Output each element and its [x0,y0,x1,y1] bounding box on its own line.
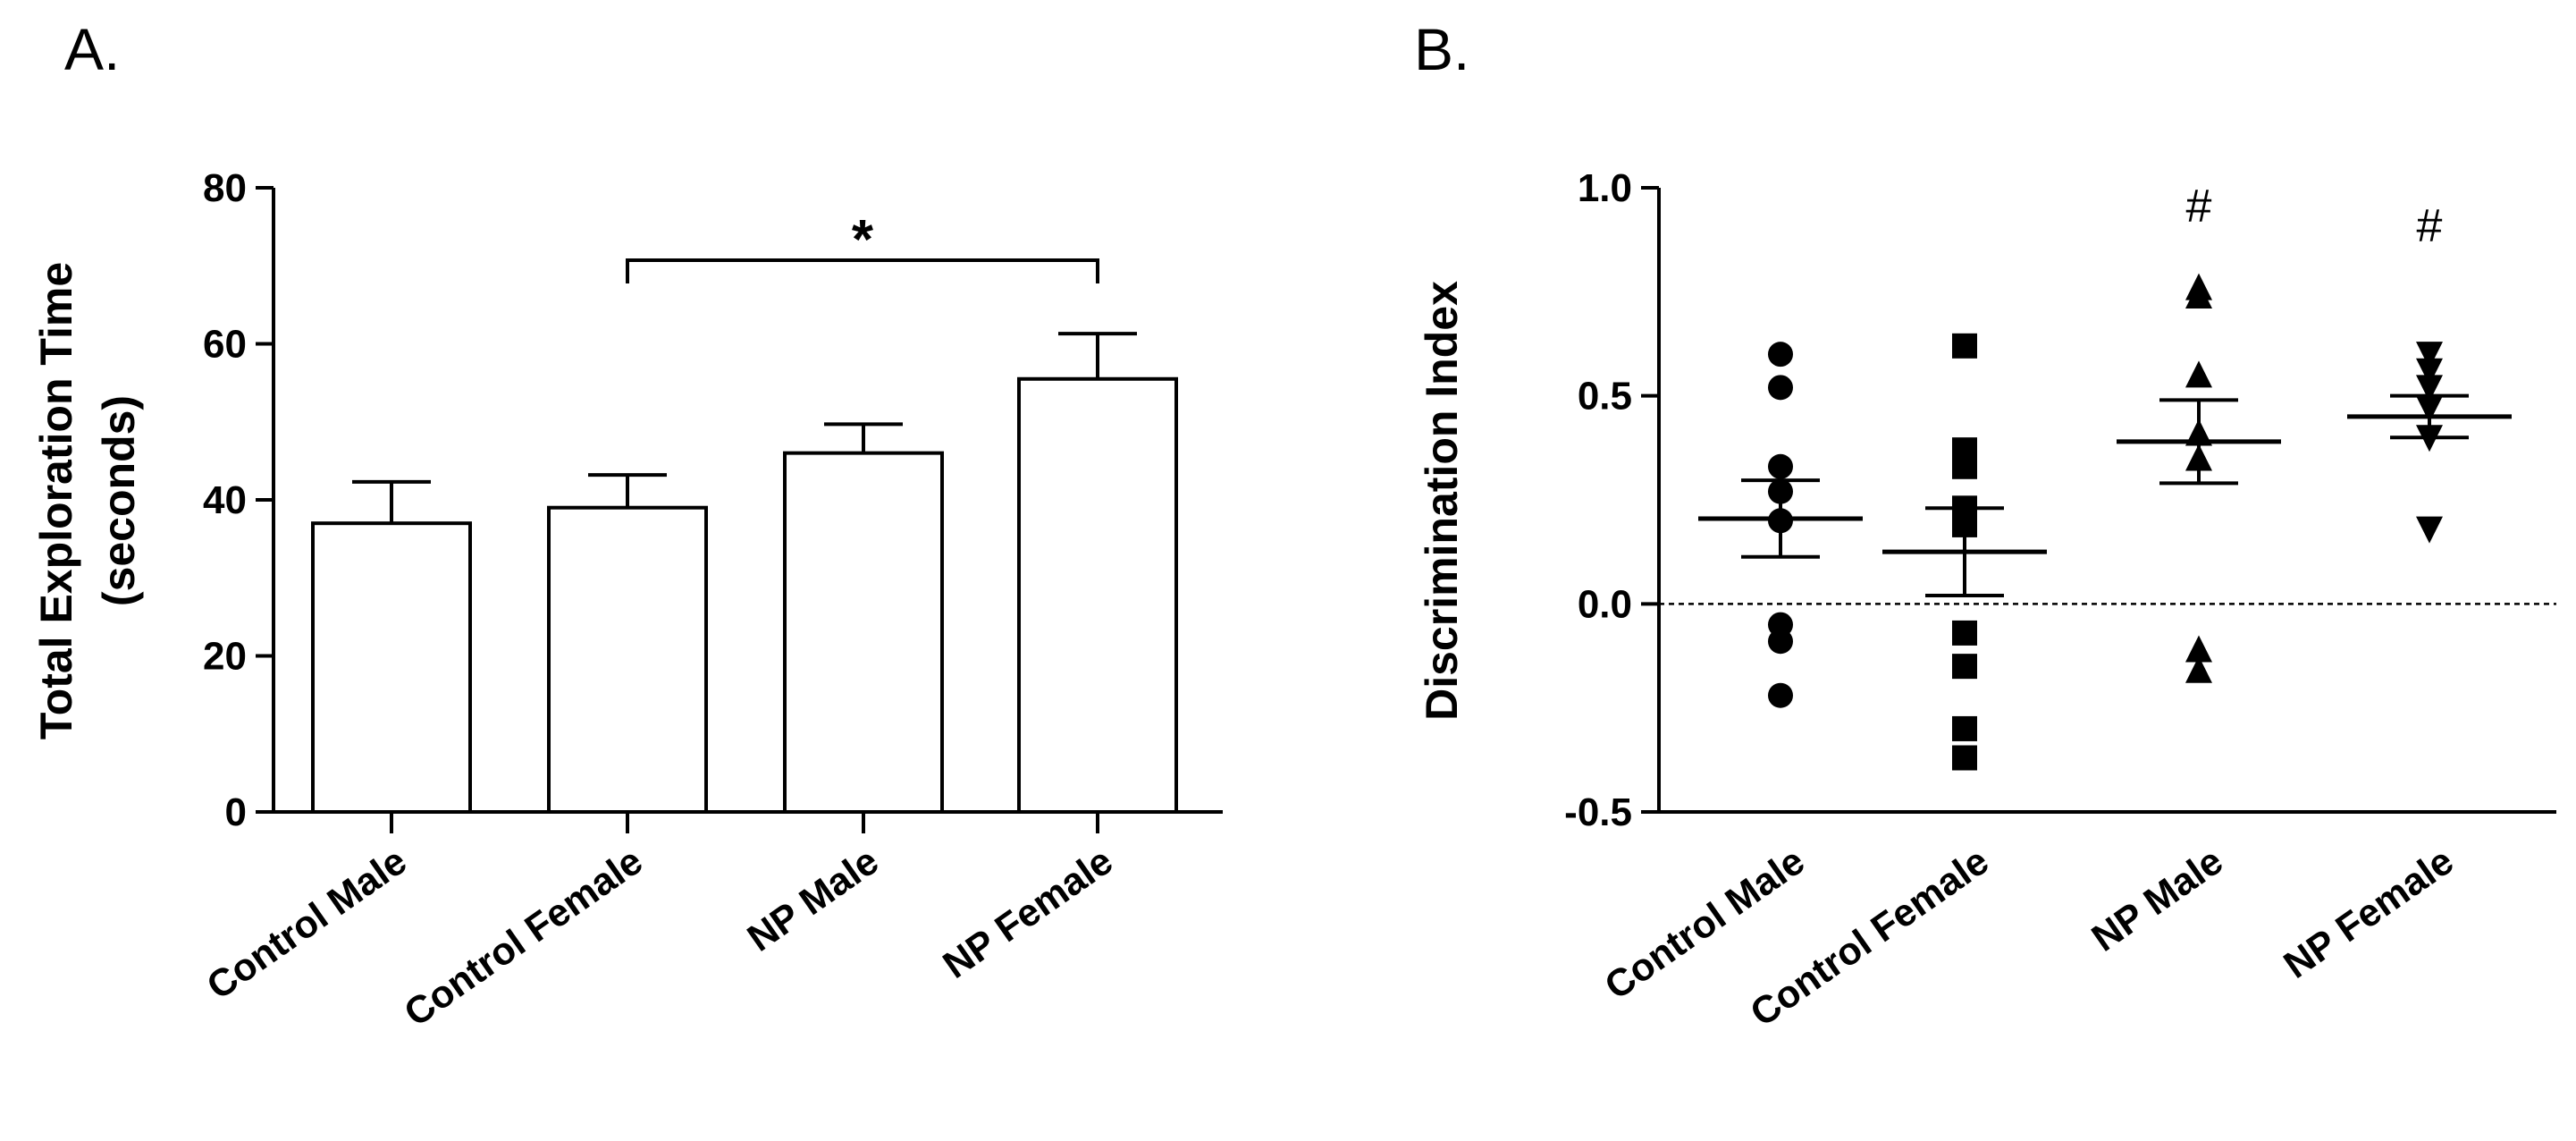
data-point-square [1952,745,1977,771]
data-point-circle [1768,375,1793,401]
x-category-label: NP Male [2084,840,2231,960]
data-point-triangle-down [2416,516,2443,544]
panel-b-label: B. [1414,16,1469,82]
panel-a-y-axis-title-line1: Total Exploration Time [31,262,81,740]
x-category-label: Control Female [397,840,651,1035]
data-point-circle [1768,342,1793,368]
significance-hash: # [2186,181,2212,232]
bar [1017,376,1178,814]
y-tick-label: 20 [203,635,247,679]
data-point-triangle-up [2185,635,2212,663]
y-tick-label: -0.5 [1564,790,1632,834]
data-point-square [1952,620,1977,646]
bar [311,521,472,814]
x-category-label: NP Male [740,840,887,960]
panel-b-scatter-chart: B. Discrimination Index -0.5 0.0 0.5 1.0 # #… [1414,16,2556,1035]
data-point-square [1952,654,1977,680]
data-point-triangle-up [2185,360,2212,388]
panel-a-significance-bracket: * [626,209,1099,283]
data-point-triangle-down [2416,375,2443,402]
significance-bracket-line [626,258,1099,283]
panel-a-y-axis-title-line2: (seconds) [94,395,144,606]
y-tick-label: 1.0 [1578,166,1632,210]
data-point-circle [1768,682,1793,708]
data-point-triangle-down [2416,358,2443,385]
data-point-circle [1768,453,1793,479]
data-point-triangle-up [2185,281,2212,308]
x-category-label: Control Male [199,840,415,1009]
data-point-square [1952,333,1977,359]
bar [547,505,708,814]
y-tick-label: 60 [203,323,247,367]
x-category-label: NP Female [2277,840,2462,987]
data-point-square [1952,715,1977,741]
x-category-label: NP Female [936,840,1121,987]
significance-asterisk: * [852,209,874,271]
bar [783,451,944,814]
data-point-triangle-up [2185,655,2212,683]
panel-b-y-axis-title: Discrimination Index [1417,281,1467,721]
panel-a-label: A. [64,16,120,82]
panel-a-bar-chart: A. Total Exploration Time (seconds) 0 20 4… [31,16,1223,1035]
significance-hash: # [2417,200,2443,252]
y-tick-label: 0.5 [1578,375,1632,418]
data-point-circle [1768,629,1793,655]
data-point-square [1952,453,1977,479]
y-tick-label: 0 [225,790,247,834]
y-tick-label: 80 [203,166,247,210]
y-tick-label: 0.0 [1578,582,1632,626]
y-tick-label: 40 [203,478,247,522]
data-point-triangle-down [2416,342,2443,369]
